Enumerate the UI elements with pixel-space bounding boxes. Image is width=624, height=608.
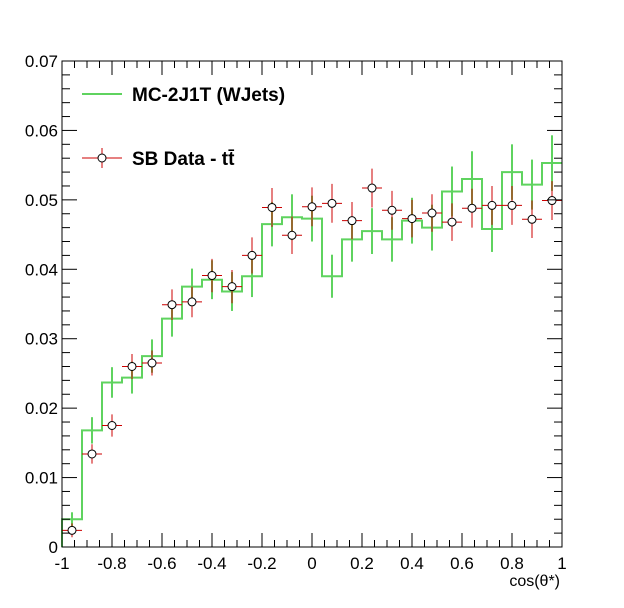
data-point <box>507 200 517 210</box>
y-tick-label: 0.02 <box>25 399 58 418</box>
data-point <box>407 214 417 224</box>
data-point <box>547 196 557 206</box>
legend-swatch-data-marker <box>97 153 107 163</box>
data-point <box>207 271 217 281</box>
y-tick-label: 0.06 <box>25 121 58 140</box>
data-point <box>167 300 177 310</box>
data-point <box>267 202 277 212</box>
mc-histogram-line <box>61 162 562 547</box>
x-tick-label: 0 <box>307 554 316 573</box>
data-point <box>367 183 377 193</box>
data-point <box>307 202 317 212</box>
data-point <box>327 198 337 208</box>
x-tick-label: -0.2 <box>247 554 276 573</box>
data-point <box>127 361 137 371</box>
x-tick-label: 1 <box>557 554 566 573</box>
data-point <box>387 205 397 215</box>
data-point <box>427 208 437 218</box>
data-point <box>487 200 497 210</box>
x-tick-label: 0.8 <box>500 554 524 573</box>
axes: -1 -0.8 -0.6 -0.4 -0.2 0 0.2 0.4 0.6 0.8 1 0 0.01 0.0… <box>25 52 567 573</box>
y-tick-label: 0.04 <box>25 260 58 279</box>
data-point <box>447 217 457 227</box>
data-point <box>147 358 157 368</box>
y-tick-label: 0.07 <box>25 52 58 71</box>
legend-label-mc: MC-2J1T (WJets) <box>132 85 285 106</box>
x-tick-label: -0.6 <box>147 554 176 573</box>
x-axis-title: cos(θ*) <box>509 573 560 590</box>
data-point <box>187 297 197 307</box>
data-point <box>227 282 237 292</box>
data-point <box>107 421 117 430</box>
data-point <box>247 250 257 260</box>
x-tick-label: -1 <box>54 554 69 573</box>
data-point <box>87 449 97 459</box>
y-tick-label: 0.05 <box>25 191 58 210</box>
y-tick-label: 0.01 <box>25 469 58 488</box>
data-point <box>287 230 297 240</box>
x-tick-label: -0.4 <box>197 554 226 573</box>
legend-label-data: SB Data - tt̄ <box>132 149 235 170</box>
data-point <box>467 203 477 213</box>
y-tick-label: 0.03 <box>25 330 58 349</box>
data-point <box>347 216 357 226</box>
x-tick-label: -0.8 <box>97 554 126 573</box>
data-point <box>67 525 77 535</box>
x-tick-label: 0.2 <box>350 554 374 573</box>
x-tick-label: 0.6 <box>450 554 474 573</box>
legend: MC-2J1T (WJets) SB Data - tt̄ <box>82 85 285 170</box>
plot-area <box>61 135 562 547</box>
x-tick-label: 0.4 <box>400 554 424 573</box>
y-tick-label: 0 <box>49 538 58 557</box>
data-point <box>527 214 537 224</box>
